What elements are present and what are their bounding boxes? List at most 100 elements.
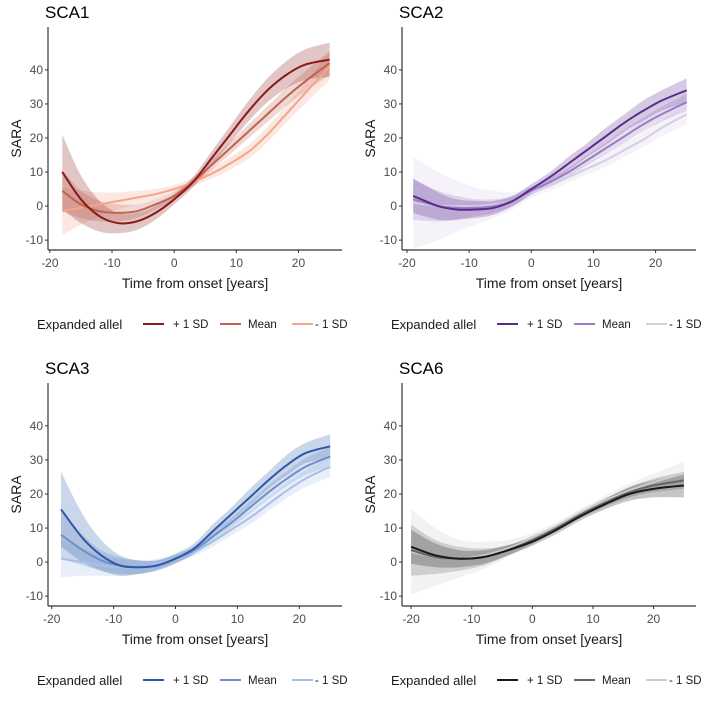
x-tick-label: -20	[398, 256, 416, 270]
ci-ribbon-1-sd	[61, 456, 331, 578]
series-lines	[61, 58, 331, 225]
ci-ribbon-1-sd	[411, 461, 684, 595]
ci-ribbon-mean	[62, 51, 330, 222]
y-tick-label: 30	[384, 97, 398, 111]
y-tick-label: 20	[384, 487, 398, 501]
legend-label: Mean	[602, 319, 631, 331]
chart-panel-sca6: SCA6 -20 -10 0 10 20 -10 0 10 20 30 40 Time from ons…	[362, 359, 702, 688]
y-tick-label: 20	[30, 131, 44, 145]
ci-ribbon-1-sd	[413, 103, 687, 249]
x-tick-label: 10	[230, 256, 244, 270]
y-tick-label: 10	[30, 521, 44, 535]
y-tick-label: 30	[384, 453, 398, 467]
x-tick-label: -10	[463, 612, 481, 626]
chart-title: SCA3	[45, 359, 89, 378]
y-tick-label: 40	[384, 63, 398, 77]
chart-title: SCA1	[45, 3, 89, 22]
x-tick-label: 20	[649, 256, 663, 270]
x-tick-label: -10	[105, 612, 123, 626]
y-axis-title: SARA	[8, 119, 24, 158]
series-line-plus-1sd	[410, 484, 684, 560]
series-lines	[412, 89, 688, 211]
y-tick-label: -10	[380, 589, 398, 603]
x-tick-label: 20	[647, 612, 661, 626]
x-tick-label: -10	[460, 256, 478, 270]
series-line-minus-1sd	[60, 465, 331, 569]
y-axis-title: SARA	[362, 475, 378, 514]
x-tick-label: 0	[528, 256, 535, 270]
ci-ribbon-1-sd	[413, 78, 687, 221]
legend-label: + 1 SD	[173, 675, 208, 687]
x-tick-label: 20	[293, 612, 307, 626]
legend-label: Mean	[248, 319, 277, 331]
x-tick-label: 20	[292, 256, 306, 270]
y-tick-label: 0	[36, 555, 43, 569]
confidence-ribbons	[62, 42, 330, 236]
legend: Expanded allel + 1 SD Mean - 1 SD	[391, 317, 702, 332]
x-axis-title: Time from onset [years]	[476, 275, 623, 291]
legend-label: - 1 SD	[315, 675, 348, 687]
y-tick-label: 10	[30, 165, 44, 179]
legend: Expanded allel + 1 SD Mean - 1 SD	[391, 673, 702, 688]
legend-label: Mean	[248, 675, 277, 687]
y-axis-title: SARA	[362, 119, 378, 158]
legend-title: Expanded allel	[391, 317, 476, 332]
x-tick-label: 0	[172, 612, 179, 626]
ci-ribbon-mean	[413, 93, 687, 222]
y-tick-label: 0	[390, 199, 397, 213]
legend-label: + 1 SD	[527, 675, 562, 687]
x-axis-title: Time from onset [years]	[122, 275, 269, 291]
chart-panel-sca3: SCA3 -20 -10 0 10 20 -10 0 10 20 30 40 Time from ons…	[8, 359, 348, 688]
x-tick-label: -20	[402, 612, 420, 626]
x-tick-label: 0	[171, 256, 178, 270]
legend-label: Mean	[602, 675, 631, 687]
y-tick-label: 0	[390, 555, 397, 569]
legend-title: Expanded allel	[37, 317, 122, 332]
x-tick-label: 10	[587, 256, 601, 270]
confidence-ribbons	[411, 461, 684, 595]
series-lines	[410, 472, 685, 560]
chart-title: SCA6	[399, 359, 443, 378]
legend-label: + 1 SD	[527, 319, 562, 331]
legend-title: Expanded allel	[391, 673, 476, 688]
series-line-plus-1sd	[412, 89, 688, 211]
ci-ribbon-1-sd	[62, 52, 330, 236]
series-line-plus-1sd	[60, 445, 331, 569]
y-tick-label: -10	[380, 233, 398, 247]
ci-ribbon-1-sd	[62, 42, 330, 234]
y-tick-label: 20	[384, 131, 398, 145]
y-tick-label: 40	[30, 419, 44, 433]
y-axis-title: SARA	[8, 475, 24, 514]
legend-title: Expanded allel	[37, 673, 122, 688]
y-tick-label: 30	[30, 453, 44, 467]
legend-label: - 1 SD	[315, 319, 348, 331]
x-axis-title: Time from onset [years]	[122, 631, 269, 647]
chart-panel-sca1: SCA1 -20 -10 0 10 20 -10 0 10 20 30 40 Time from ons…	[8, 3, 348, 332]
series-line-mean	[60, 455, 331, 569]
x-tick-label: 0	[529, 612, 536, 626]
x-tick-label: -10	[103, 256, 121, 270]
y-tick-label: -10	[26, 589, 44, 603]
x-tick-label: -20	[41, 256, 59, 270]
series-lines	[60, 445, 331, 569]
x-tick-label: 10	[231, 612, 245, 626]
y-tick-label: 40	[384, 419, 398, 433]
x-tick-label: -20	[43, 612, 61, 626]
legend: Expanded allel + 1 SD Mean - 1 SD	[37, 673, 348, 688]
legend: Expanded allel + 1 SD Mean - 1 SD	[37, 317, 348, 332]
legend-label: - 1 SD	[669, 675, 702, 687]
series-line-mean	[412, 101, 688, 210]
x-tick-label: 10	[586, 612, 600, 626]
y-tick-label: 10	[384, 165, 398, 179]
y-tick-label: 30	[30, 97, 44, 111]
y-tick-label: 40	[30, 63, 44, 77]
legend-label: + 1 SD	[173, 319, 208, 331]
y-tick-label: 20	[30, 487, 44, 501]
confidence-ribbons	[413, 78, 687, 249]
x-axis-title: Time from onset [years]	[476, 631, 623, 647]
series-line-plus-1sd	[61, 58, 330, 225]
y-tick-label: -10	[26, 233, 44, 247]
chart-title: SCA2	[399, 3, 443, 22]
y-tick-label: 10	[384, 521, 398, 535]
